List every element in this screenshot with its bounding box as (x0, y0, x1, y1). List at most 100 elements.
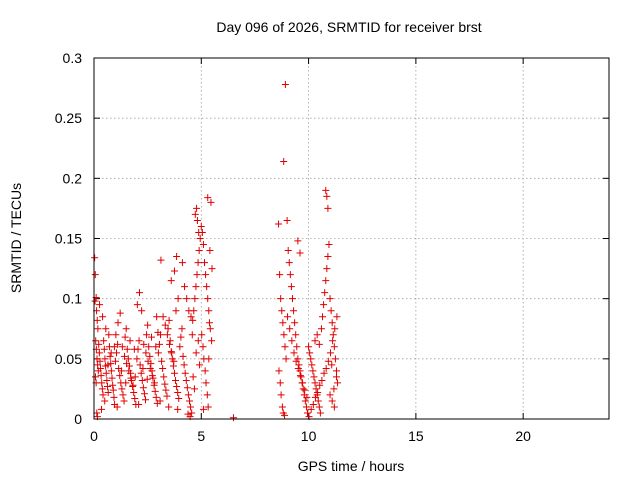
data-point (189, 373, 197, 381)
data-point (109, 381, 117, 389)
data-point (319, 313, 327, 321)
data-point (145, 343, 153, 351)
data-point (148, 333, 156, 341)
data-point (183, 295, 191, 303)
data-point (328, 361, 336, 369)
data-point (97, 372, 105, 380)
data-point (331, 325, 339, 333)
data-point (92, 337, 100, 345)
data-point (168, 349, 176, 357)
data-point (323, 192, 331, 200)
data-point (139, 364, 147, 372)
data-point (138, 376, 146, 384)
data-point (295, 361, 303, 369)
data-point (106, 352, 114, 360)
data-point (114, 340, 122, 348)
data-point (193, 271, 201, 279)
data-point (308, 361, 316, 369)
data-point (282, 355, 290, 363)
data-point (326, 391, 334, 399)
data-point (276, 271, 284, 279)
data-point (206, 247, 214, 255)
x-axis-label: GPS time / hours (298, 458, 405, 474)
data-point (94, 325, 102, 333)
data-point (277, 391, 285, 399)
data-point (165, 316, 173, 324)
data-point (172, 376, 180, 384)
data-point (143, 331, 151, 339)
data-point (201, 367, 209, 375)
data-point (126, 337, 134, 345)
data-point (205, 307, 213, 315)
data-point (323, 265, 331, 273)
data-point (286, 325, 294, 333)
data-point (129, 381, 137, 389)
data-point (178, 259, 186, 267)
data-point (314, 397, 322, 405)
x-tick-label: 5 (197, 428, 205, 444)
data-point (202, 379, 210, 387)
y-tick-label: 0.1 (63, 291, 83, 307)
data-point (199, 405, 207, 413)
data-point (170, 369, 178, 377)
data-point (125, 367, 133, 375)
data-point (94, 361, 102, 369)
data-point (190, 385, 198, 393)
data-point (208, 265, 216, 273)
data-point (301, 386, 309, 394)
data-point (280, 157, 288, 165)
data-point (164, 325, 172, 333)
data-point (116, 309, 124, 317)
data-point (161, 321, 169, 329)
data-point (98, 405, 106, 413)
data-point (100, 337, 108, 345)
data-point (156, 397, 164, 405)
data-point (199, 241, 207, 249)
data-point (189, 316, 197, 324)
data-point (332, 373, 340, 381)
data-point (293, 343, 301, 351)
data-point (119, 391, 127, 399)
data-point (163, 331, 171, 339)
data-point (96, 301, 104, 309)
x-tick-labels: 0 5 10 15 20 (90, 428, 531, 444)
data-point (100, 345, 108, 353)
data-point (183, 384, 191, 392)
data-point (177, 333, 185, 341)
data-point (166, 337, 174, 345)
data-point (170, 357, 178, 365)
data-point (317, 325, 325, 333)
data-point (197, 222, 205, 230)
data-point (120, 397, 128, 405)
data-point (311, 337, 319, 345)
data-point (109, 386, 117, 394)
data-point (326, 295, 334, 303)
data-point (159, 364, 167, 372)
data-point (104, 389, 112, 397)
data-point (196, 235, 204, 242)
data-point (179, 352, 187, 360)
data-point (158, 357, 166, 365)
y-tick-label: 0.2 (63, 170, 83, 186)
data-point (99, 313, 107, 321)
data-point (140, 340, 148, 348)
data-point (192, 349, 200, 357)
data-point (151, 387, 159, 395)
data-point (324, 204, 332, 212)
y-tick-labels: 0 0.05 0.1 0.15 0.2 0.25 0.3 (55, 50, 82, 427)
data-point (162, 386, 170, 394)
data-point (127, 374, 135, 382)
data-point (296, 249, 304, 257)
data-point (157, 331, 165, 339)
data-point (279, 319, 287, 327)
data-point (148, 372, 156, 380)
data-point (178, 325, 186, 333)
data-point (93, 316, 101, 324)
data-point (195, 247, 203, 255)
data-point (313, 331, 321, 339)
data-point (281, 343, 289, 351)
data-point (281, 411, 289, 419)
data-point (188, 331, 196, 339)
x-tick-label: 0 (90, 428, 98, 444)
data-point (203, 283, 211, 291)
